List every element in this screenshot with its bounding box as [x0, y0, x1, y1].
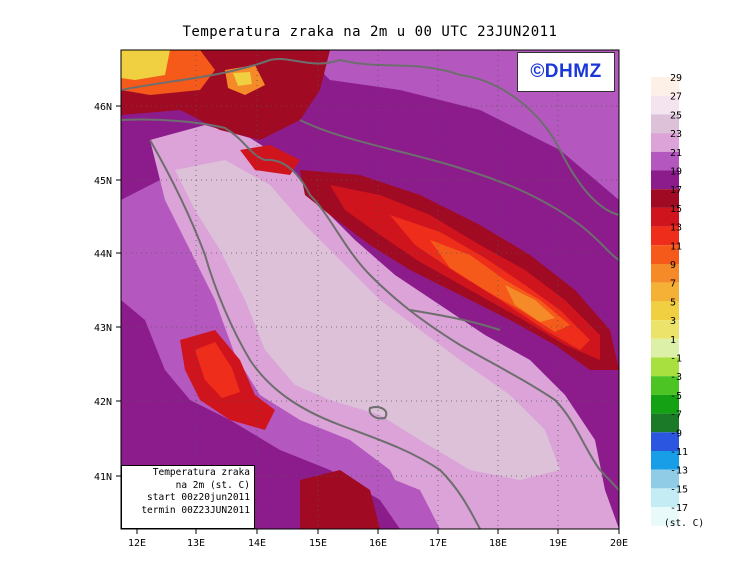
lat-label-43n: 43N: [94, 323, 112, 334]
legend-swatch: [651, 488, 679, 508]
legend-label: 17: [670, 185, 682, 196]
legend-label: 5: [670, 297, 676, 308]
legend-swatch: [651, 95, 679, 115]
graticule: [121, 50, 619, 529]
legend-label: 1: [670, 335, 676, 346]
italy-hot-pocket: [195, 342, 240, 398]
legend-label: -15: [670, 484, 688, 495]
northern-border: [121, 58, 619, 216]
legend-swatch: [651, 432, 679, 451]
lon-label-18e: 18E: [489, 538, 507, 549]
lat-label-45n: 45N: [94, 176, 112, 187]
legend-swatch: [651, 320, 679, 339]
legend-swatch: [651, 282, 679, 302]
legend-swatch: [651, 170, 679, 190]
legend-label: 13: [670, 223, 682, 234]
lat-labels: 41N 42N 43N 44N 45N 46N: [94, 102, 112, 483]
legend-swatch: [651, 133, 679, 152]
legend-label: 15: [670, 204, 682, 215]
map-title: Temperatura zraka na 2m u 00 UTC 23JUN20…: [182, 24, 558, 40]
lat-label-42n: 42N: [94, 397, 112, 408]
info-line-variable: Temperatura zraka: [152, 467, 250, 478]
legend-swatch: [651, 151, 679, 171]
legend-swatch: [651, 413, 679, 433]
dinaric-band-9: [505, 285, 555, 322]
legend-label: -9: [670, 428, 682, 439]
legend-swatch: [651, 226, 679, 246]
lon-labels: 12E 13E 14E 15E 16E 17E 18E 19E 20E: [128, 538, 628, 549]
legend-swatch: [651, 469, 679, 489]
legend-label: -3: [670, 372, 682, 383]
legend-label: 3: [670, 316, 676, 327]
legend-label: -1: [670, 354, 682, 365]
legend-swatch: [651, 376, 679, 395]
legend-swatch: [651, 245, 679, 264]
map-field: [121, 50, 619, 529]
info-line-units: na 2m (st. C): [175, 479, 250, 491]
legend-label: -7: [670, 410, 682, 421]
croatia-border: [299, 119, 619, 261]
lon-label-17e: 17E: [429, 538, 447, 549]
lat-label-41n: 41N: [94, 472, 112, 483]
legend-label: 27: [670, 92, 682, 103]
legend-label: -13: [670, 466, 688, 477]
dhmz-watermark: ©DHMZ: [517, 52, 615, 92]
legend-swatch: [651, 77, 679, 96]
legend-label: 9: [670, 260, 676, 271]
legend-label: 7: [670, 279, 676, 290]
legend-label: 11: [670, 241, 682, 252]
legend-swatch: [651, 507, 679, 526]
lon-label-14e: 14E: [248, 538, 266, 549]
legend-swatch: [651, 451, 679, 470]
south-italy-warm: [300, 470, 380, 529]
lat-label-46n: 46N: [94, 102, 112, 113]
italian-coast: [149, 139, 481, 529]
info-line-start: start 00z20jun2011: [147, 492, 250, 503]
lat-label-44n: 44N: [94, 249, 112, 260]
legend-unit: (st. C): [664, 518, 705, 529]
map-frame: [120, 49, 620, 530]
lon-label-12e: 12E: [128, 538, 146, 549]
legend-label: 25: [670, 110, 682, 121]
legend-swatch: [651, 207, 679, 227]
legend-swatch: [651, 338, 679, 358]
lon-label-16e: 16E: [369, 538, 387, 549]
legend-swatch: [651, 357, 679, 377]
legend-swatch: [651, 189, 679, 208]
legend-swatch: [651, 301, 679, 321]
legend-label: 29: [670, 73, 682, 84]
legend-label: 19: [670, 167, 682, 178]
legend-label: -11: [670, 447, 688, 458]
island-small: [368, 406, 388, 420]
axis-ticks: [116, 105, 620, 534]
lon-label-13e: 13E: [187, 538, 205, 549]
legend-swatch: [651, 114, 679, 134]
legend-label: 23: [670, 129, 682, 140]
lon-label-15e: 15E: [309, 538, 327, 549]
alps-band-5: [121, 50, 170, 80]
lon-label-19e: 19E: [549, 538, 567, 549]
legend-label: 21: [670, 148, 682, 159]
legend-swatch: [651, 264, 679, 283]
alps-spot-5: [233, 72, 252, 86]
adriatic-warm-core: [175, 160, 560, 480]
info-line-termin: termin 00Z23JUN2011: [141, 504, 250, 516]
legend-label: -17: [670, 503, 688, 514]
legend-swatch: [651, 394, 679, 414]
legend-label: -5: [670, 391, 682, 402]
lon-label-20e: 20E: [610, 538, 628, 549]
info-box: Temperatura zraka na 2m (st. C) start 00…: [121, 465, 255, 529]
